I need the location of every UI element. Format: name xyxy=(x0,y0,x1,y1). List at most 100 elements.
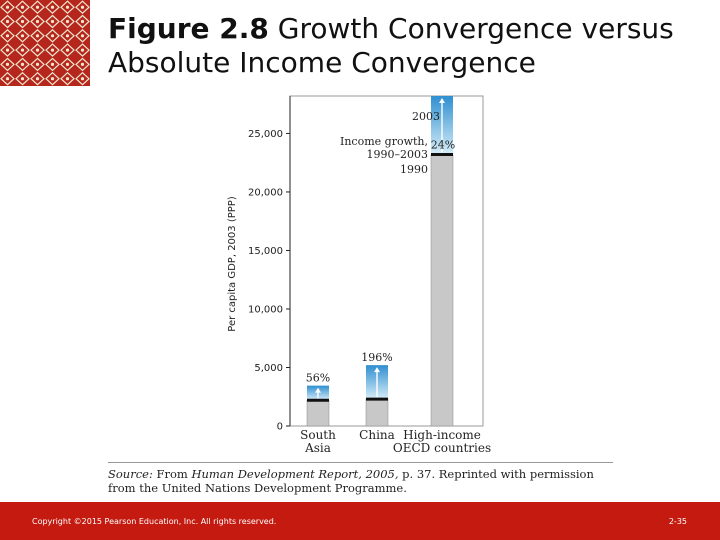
pattern-dot xyxy=(65,48,70,52)
legend-year-2003: 2003 xyxy=(412,110,440,123)
pattern-dot xyxy=(50,77,55,81)
pattern-dot xyxy=(80,34,85,38)
copyright-text: Copyright ©2015 Pearson Education, Inc. … xyxy=(32,517,277,526)
pattern-diamond xyxy=(0,43,15,57)
figure-label: Figure 2.8 xyxy=(108,12,269,45)
figure-title: Growth Convergence versus Absolute Incom… xyxy=(108,12,674,79)
pattern-diamond xyxy=(60,43,75,57)
legend-growth-label-line1: Income growth, xyxy=(340,135,428,148)
pattern-diamond xyxy=(45,57,60,72)
growth-convergence-chart: 0 5,000 10,000 15,000 20,000 25,000 Per capit… xyxy=(227,95,491,455)
y-tick-label: 0 xyxy=(277,422,283,433)
y-tick-label: 5,000 xyxy=(254,363,283,374)
pattern-dot xyxy=(65,62,70,66)
pattern-diamond xyxy=(0,28,15,43)
bar-1990 xyxy=(306,400,330,427)
pattern-dot xyxy=(65,5,70,9)
page-title: Figure 2.8 Growth Convergence versus Abs… xyxy=(108,12,708,80)
pattern-dot xyxy=(80,48,85,52)
pattern-diamond xyxy=(30,0,45,15)
pattern-dot xyxy=(5,19,10,24)
pattern-diamond xyxy=(30,57,45,72)
y-tick-label: 10,000 xyxy=(248,304,283,315)
pattern-diamond xyxy=(75,28,90,43)
pattern-dot xyxy=(20,19,25,24)
y-tick-label: 25,000 xyxy=(248,129,283,140)
pattern-diamond xyxy=(0,57,15,72)
source-publication: Human Development Report, 2005, xyxy=(191,467,399,481)
x-category-label: South xyxy=(300,428,336,442)
pattern-dot xyxy=(80,5,85,9)
pattern-diamond xyxy=(75,43,90,57)
pattern-diamond xyxy=(60,14,75,29)
growth-arrow-head xyxy=(439,98,445,103)
pattern-dot xyxy=(20,62,25,66)
pattern-diamond xyxy=(30,71,45,86)
pattern-dot xyxy=(5,48,10,52)
pattern-diamond xyxy=(30,43,45,57)
pattern-dot xyxy=(5,77,10,81)
growth-label: 24% xyxy=(431,139,455,152)
pattern-diamond xyxy=(15,14,30,29)
pattern-diamond xyxy=(30,14,45,29)
y-tick-label: 15,000 xyxy=(248,246,283,257)
legend-year-1990: 1990 xyxy=(400,163,428,176)
pattern-dot xyxy=(20,5,25,9)
pattern-diamond xyxy=(0,14,15,29)
pattern-diamond xyxy=(0,71,15,86)
pattern-diamond xyxy=(15,28,30,43)
source-prefix: Source: xyxy=(108,467,153,481)
pattern-dot xyxy=(50,48,55,52)
x-category-label: High-income xyxy=(403,428,481,442)
pattern-dot xyxy=(20,77,25,81)
bar-1990 xyxy=(430,154,454,427)
pattern-diamond xyxy=(45,28,60,43)
pattern-dot xyxy=(35,34,40,38)
pattern-diamond xyxy=(45,43,60,57)
pattern-dot xyxy=(35,62,40,66)
pattern-diamond xyxy=(75,0,90,15)
growth-label: 56% xyxy=(306,372,330,385)
pattern-dot xyxy=(35,77,40,81)
pattern-diamond xyxy=(60,0,75,15)
source-rest: p. 37. Reprinted with permission from th… xyxy=(108,467,594,495)
pattern-diamond xyxy=(60,28,75,43)
pattern-dot xyxy=(65,34,70,38)
pattern-diamond xyxy=(60,71,75,86)
pattern-dot xyxy=(5,62,10,66)
pattern-dot xyxy=(65,19,70,24)
pattern-dot xyxy=(65,77,70,81)
bar-1990 xyxy=(365,398,389,427)
legend-growth-label-line2: 1990–2003 xyxy=(367,148,429,161)
pattern-dot xyxy=(35,48,40,52)
pattern-diamond xyxy=(0,0,15,15)
pattern-dot xyxy=(50,5,55,9)
pattern-dot xyxy=(35,19,40,24)
pattern-dot xyxy=(35,5,40,9)
pattern-diamond xyxy=(15,0,30,15)
footer-bar: Copyright ©2015 Pearson Education, Inc. … xyxy=(0,502,720,540)
pattern-dot xyxy=(80,77,85,81)
source-note: Source: From Human Development Report, 2… xyxy=(108,462,613,495)
pattern-dot xyxy=(80,19,85,24)
page-number: 2-35 xyxy=(668,517,687,526)
pattern-dot xyxy=(5,34,10,38)
y-axis-label: Per capita GDP, 2003 (PPP) xyxy=(227,196,238,332)
pattern-dot xyxy=(50,62,55,66)
pattern-diamond xyxy=(15,71,30,86)
growth-arrow-head xyxy=(315,387,321,393)
pattern-diamond xyxy=(45,0,60,15)
pattern-diamond xyxy=(45,14,60,29)
pattern-dot xyxy=(5,5,10,9)
decorative-pattern xyxy=(0,0,90,86)
pattern-diamond xyxy=(45,71,60,86)
pattern-diamond xyxy=(60,57,75,72)
growth-arrow-head xyxy=(374,367,380,373)
pattern-dot xyxy=(50,34,55,38)
y-tick-label: 20,000 xyxy=(248,187,283,198)
pattern-dot xyxy=(20,48,25,52)
pattern-diamond xyxy=(15,43,30,57)
pattern-diamond xyxy=(30,28,45,43)
pattern-diamond xyxy=(75,71,90,86)
x-category-label: China xyxy=(359,428,395,442)
